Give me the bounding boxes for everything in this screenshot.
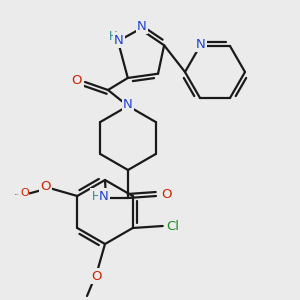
Text: N: N — [114, 34, 124, 47]
Text: N: N — [196, 38, 206, 50]
Text: methoxy: methoxy — [25, 193, 32, 194]
Text: Cl: Cl — [166, 220, 179, 232]
Text: methoxy: methoxy — [15, 194, 21, 195]
Text: N: N — [123, 98, 133, 110]
Text: H: H — [109, 30, 117, 43]
Text: O: O — [72, 74, 82, 88]
Text: N: N — [137, 20, 147, 32]
Text: N: N — [99, 190, 109, 202]
Text: H: H — [92, 190, 100, 202]
Text: O: O — [161, 188, 171, 202]
Text: O: O — [20, 188, 29, 198]
Text: O: O — [40, 181, 50, 194]
Text: O: O — [92, 269, 102, 283]
